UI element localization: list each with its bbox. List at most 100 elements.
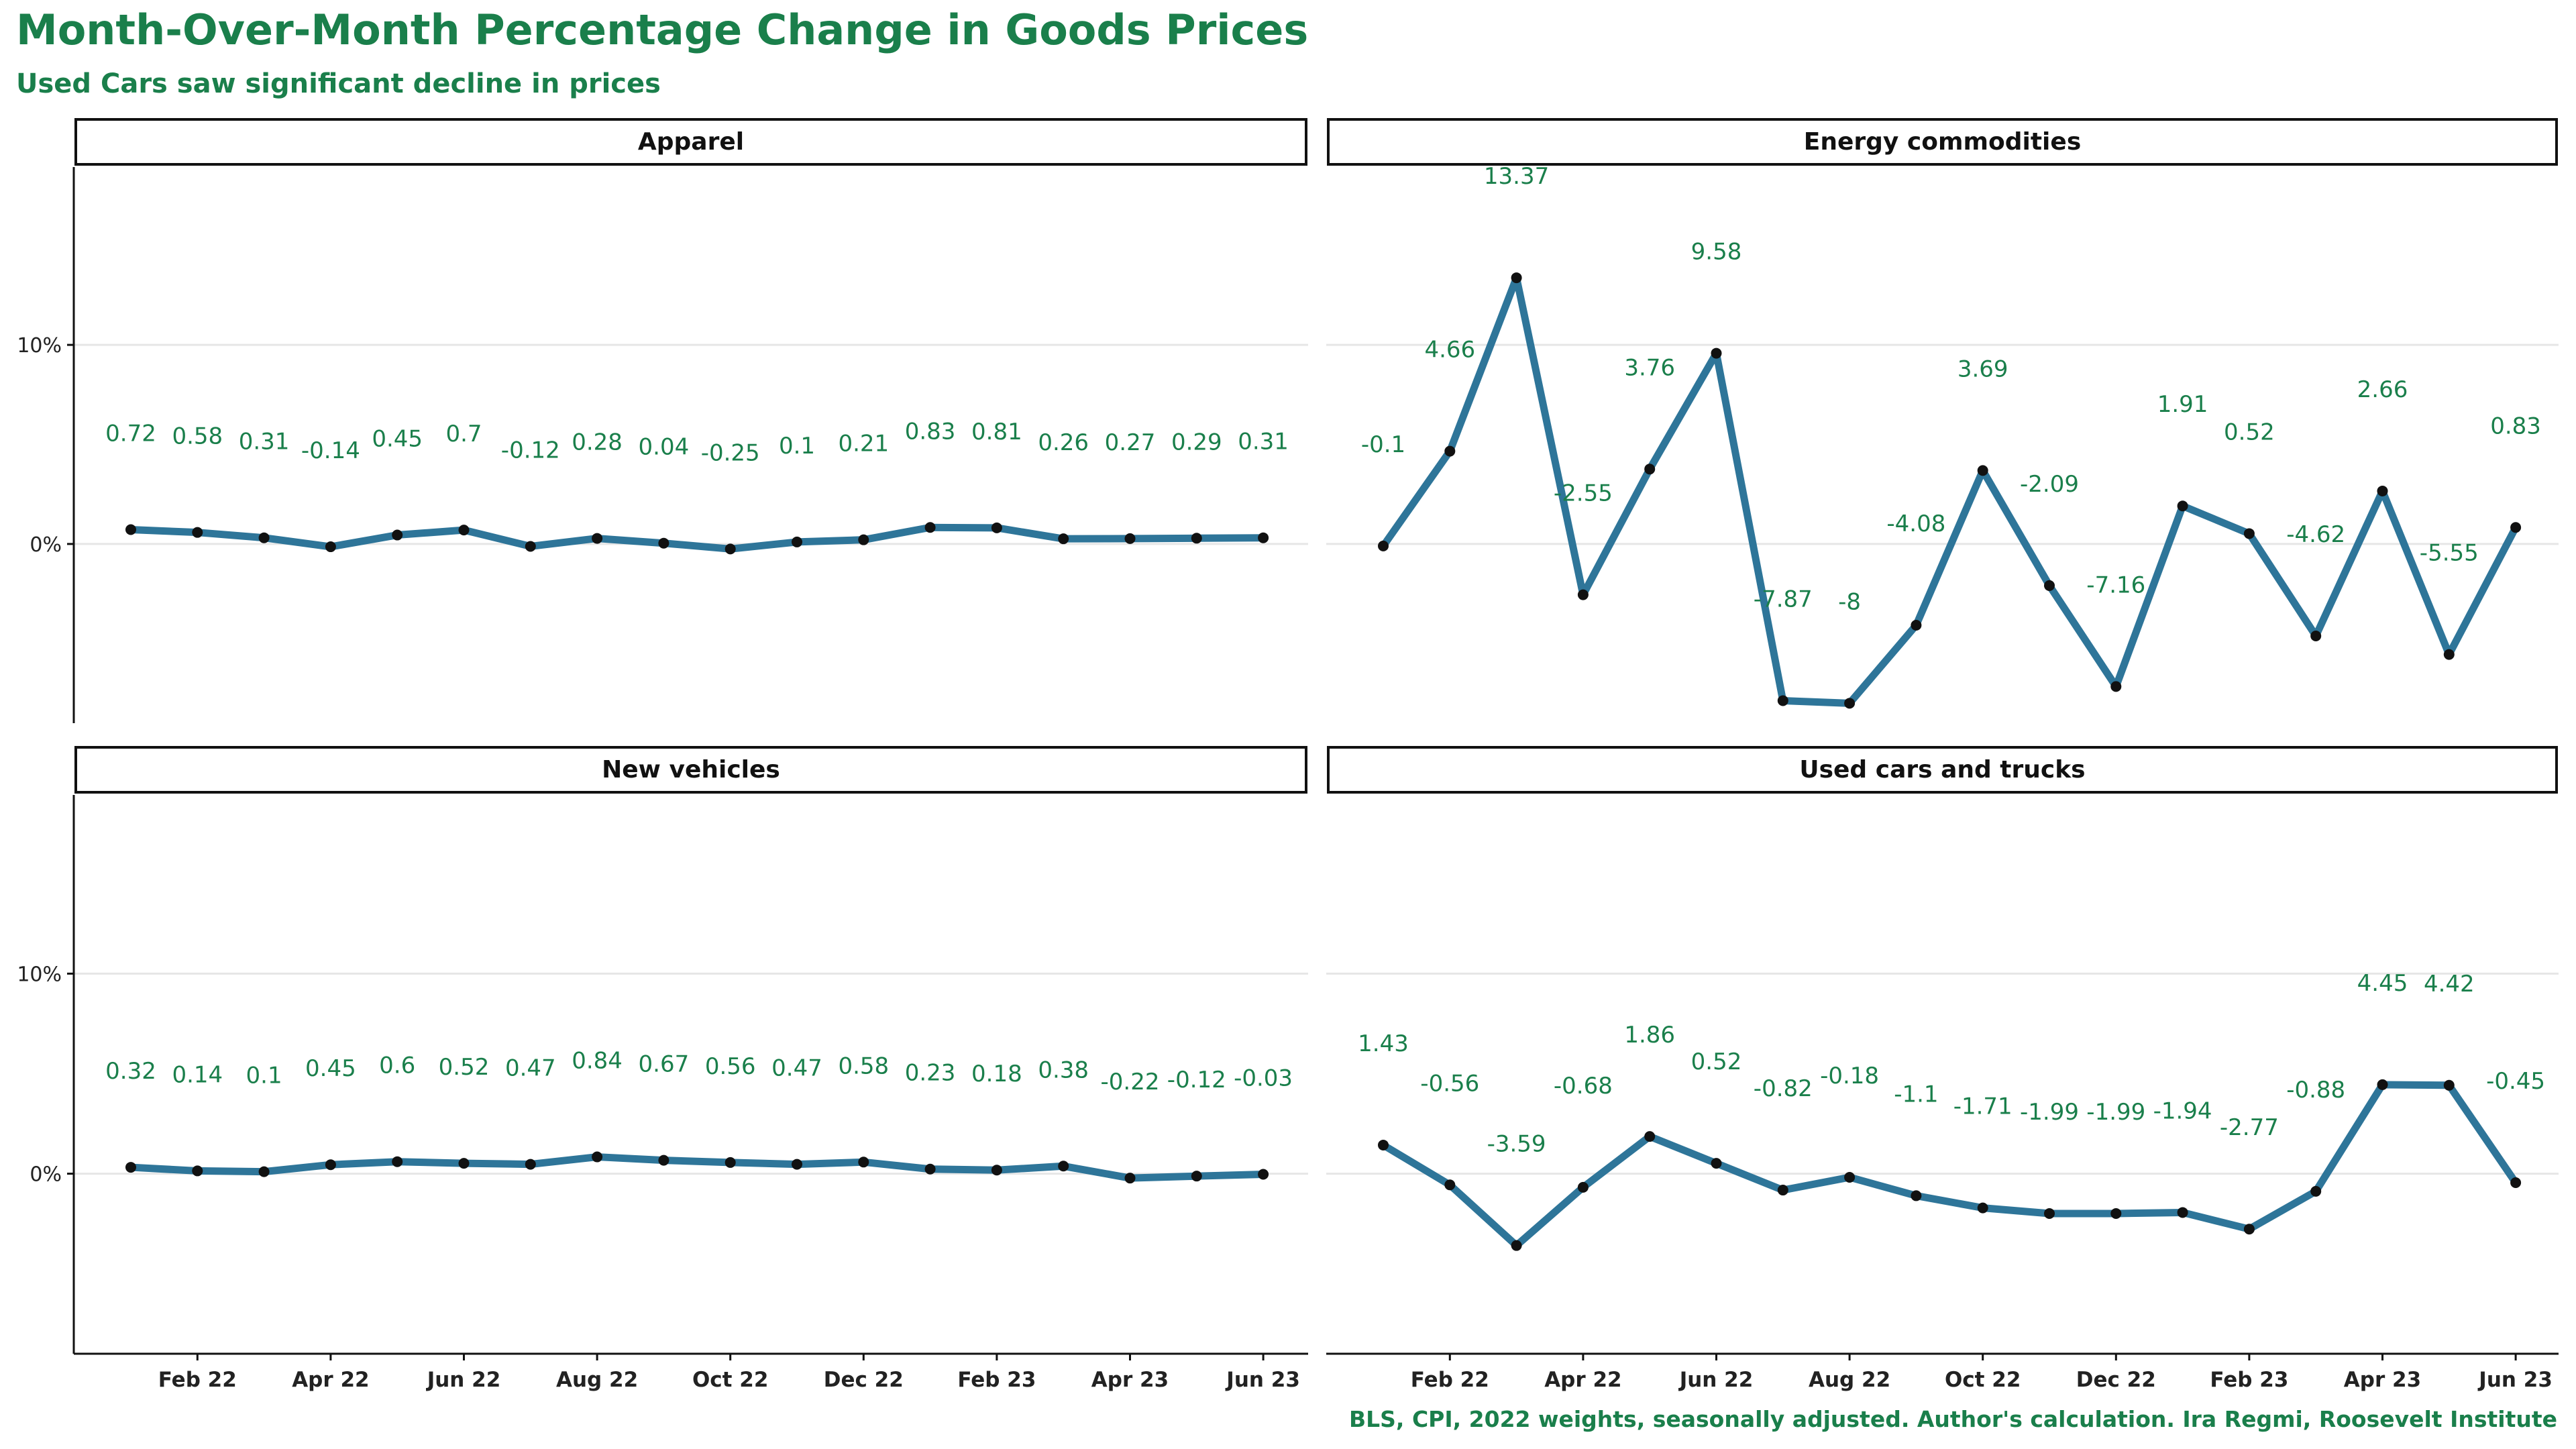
data-label: -5.55 — [2420, 540, 2479, 567]
data-label: 0.04 — [639, 434, 690, 461]
data-point — [2443, 649, 2455, 660]
data-point — [1577, 1181, 1589, 1193]
data-label: -0.12 — [501, 437, 560, 464]
data-label: -0.12 — [1167, 1067, 1226, 1093]
data-point — [2510, 522, 2522, 533]
data-point — [724, 543, 736, 555]
data-label: -3.59 — [1487, 1131, 1546, 1158]
x-tick-label: Feb 22 — [1411, 1368, 1489, 1392]
data-point — [1977, 1202, 1988, 1214]
data-point — [192, 1165, 203, 1177]
data-point — [1191, 1171, 1202, 1182]
data-point — [1711, 347, 1722, 359]
data-point — [125, 1162, 136, 1173]
data-label: 0.31 — [239, 429, 290, 455]
data-label: 0.45 — [305, 1055, 356, 1082]
data-label: -4.08 — [1886, 511, 1945, 537]
data-point — [258, 532, 270, 543]
data-point — [1577, 589, 1589, 600]
data-point — [924, 522, 936, 533]
data-point — [1058, 533, 1069, 545]
chart-subtitle: Used Cars saw significant decline in pri… — [16, 68, 661, 99]
data-point — [858, 534, 869, 545]
x-tick-label: Jun 22 — [426, 1368, 501, 1392]
data-point — [658, 537, 669, 549]
data-point — [792, 536, 802, 547]
data-point — [2310, 631, 2322, 642]
data-label: 0.29 — [1171, 429, 1222, 455]
y-tick-label: 0% — [30, 1163, 62, 1187]
data-label: 0.83 — [905, 418, 956, 445]
x-tick-label: Jun 22 — [1678, 1368, 1754, 1392]
data-label: -2.09 — [2020, 471, 2079, 498]
data-label: 0.18 — [971, 1061, 1022, 1087]
data-point — [991, 522, 1002, 533]
data-label: 3.76 — [1624, 354, 1675, 381]
data-point — [2177, 1207, 2188, 1218]
facet-title: Used cars and trucks — [1799, 756, 2085, 784]
facet-title: New vehicles — [602, 756, 780, 784]
data-point — [2243, 528, 2255, 539]
data-label: -0.03 — [1234, 1065, 1293, 1092]
data-label: -0.56 — [1420, 1070, 1479, 1097]
data-label: 1.86 — [1624, 1022, 1675, 1049]
data-point — [258, 1166, 270, 1177]
data-point — [1378, 540, 1389, 551]
data-label: 0.67 — [639, 1051, 690, 1078]
y-tick-label: 0% — [30, 533, 62, 557]
data-point — [458, 525, 470, 536]
data-label: -0.18 — [1820, 1063, 1879, 1089]
data-point — [1124, 533, 1136, 544]
data-label: 13.37 — [1484, 163, 1549, 190]
data-point — [592, 533, 603, 544]
data-label: -8 — [1838, 588, 1861, 615]
data-label: -0.14 — [301, 437, 360, 464]
data-point — [2110, 1208, 2122, 1219]
data-label: -0.22 — [1101, 1069, 1160, 1095]
data-point — [1844, 698, 1856, 709]
data-label: 0.7 — [445, 421, 482, 447]
data-point — [1378, 1139, 1389, 1150]
data-point — [2243, 1224, 2255, 1235]
data-label: 0.21 — [838, 431, 889, 458]
facet-strip — [74, 118, 1307, 166]
data-point — [1258, 1169, 1269, 1180]
data-label: -1.94 — [2153, 1097, 2212, 1124]
data-point — [1977, 465, 1988, 476]
data-point — [1711, 1158, 1722, 1169]
data-point — [2177, 500, 2188, 512]
data-label: 0.1 — [779, 433, 815, 460]
data-label: -4.62 — [2286, 521, 2345, 548]
facet-title: Energy commodities — [1804, 128, 2082, 156]
data-label: 4.45 — [2357, 970, 2408, 997]
data-label: 0.27 — [1105, 429, 1156, 456]
panel-used-cars-and-trucks: Used cars and trucks Feb 22 Apr 22 Jun 22 Au… — [1326, 746, 2559, 1392]
x-tick-label: Apr 23 — [1091, 1368, 1169, 1392]
data-label: 0.38 — [1038, 1057, 1089, 1083]
data-label: -0.88 — [2286, 1077, 2345, 1104]
data-point — [392, 529, 403, 541]
data-label: 0.58 — [838, 1053, 889, 1079]
facet-strip — [1327, 746, 2558, 794]
data-point — [1511, 272, 1522, 284]
data-point — [1058, 1161, 1069, 1172]
chart-title: Month-Over-Month Percentage Change in Go… — [16, 5, 1308, 54]
data-label: 0.47 — [771, 1055, 822, 1082]
data-point — [1191, 533, 1202, 544]
facet-strip — [1327, 118, 2558, 166]
chart-caption: BLS, CPI, 2022 weights, seasonally adjus… — [1349, 1406, 2557, 1432]
data-point — [2377, 485, 2388, 496]
data-label: 0.28 — [572, 429, 623, 456]
data-label: 0.45 — [372, 426, 423, 453]
data-label: 0.58 — [172, 423, 223, 450]
x-tick-label: Feb 23 — [957, 1368, 1036, 1392]
panel-apparel: Apparel 0% 10% 0.72 0.58 0.31 -0.14 0.45 0.7 -0.1… — [17, 118, 1308, 723]
data-point — [1511, 1240, 1522, 1251]
series-line-new-vehicles — [127, 1153, 1267, 1182]
data-point — [2310, 1185, 2322, 1197]
x-tick-label: Feb 23 — [2210, 1368, 2288, 1392]
data-point — [1844, 1171, 1856, 1183]
data-label: 0.6 — [379, 1053, 415, 1079]
data-label: -0.1 — [1361, 431, 1405, 458]
data-label: 0.52 — [2224, 419, 2275, 445]
